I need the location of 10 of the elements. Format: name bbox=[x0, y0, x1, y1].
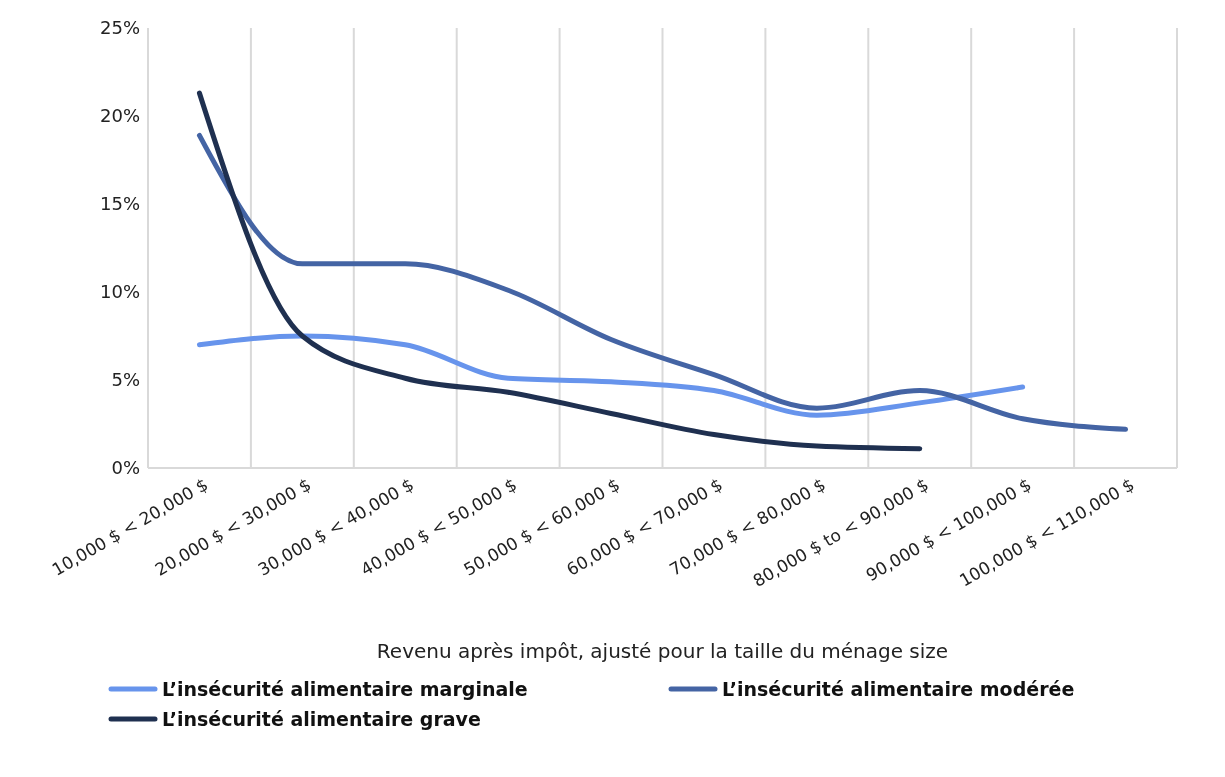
legend-label: L’insécurité alimentaire modérée bbox=[722, 678, 1075, 700]
y-tick-label: 5% bbox=[111, 369, 140, 391]
x-axis-title: Revenu après impôt, ajusté pour la taille du ménage size bbox=[376, 639, 949, 663]
y-tick-label: 25% bbox=[99, 17, 140, 39]
legend-label: L’insécurité alimentaire marginale bbox=[162, 678, 528, 700]
y-tick-label: 10% bbox=[99, 281, 140, 303]
y-tick-label: 15% bbox=[99, 193, 140, 215]
legend-label: L’insécurité alimentaire grave bbox=[162, 708, 481, 730]
y-tick-label: 20% bbox=[99, 105, 140, 127]
y-tick-label: 0% bbox=[111, 457, 140, 479]
